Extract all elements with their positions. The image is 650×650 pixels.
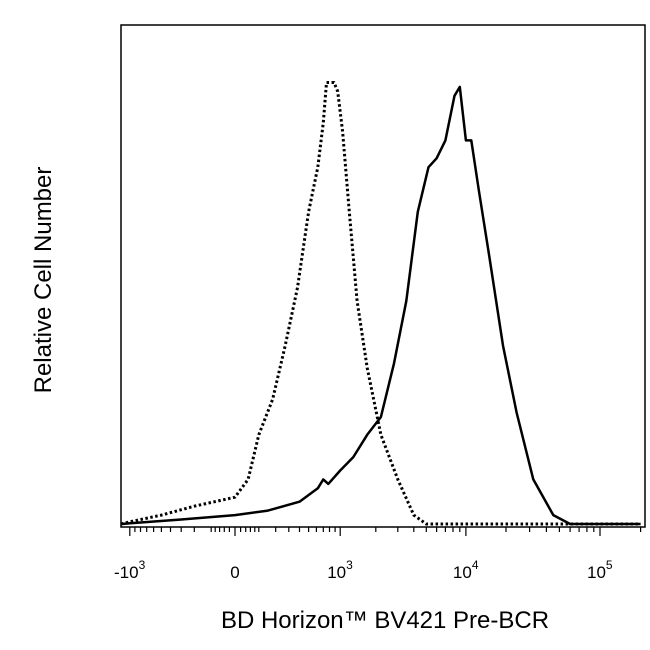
x-tick-label-base: 0 xyxy=(230,563,239,582)
x-tick-label: 105 xyxy=(587,558,613,582)
x-axis-label: BD Horizon™ BV421 Pre-BCR xyxy=(220,607,550,634)
x-tick-label-base: 10 xyxy=(327,563,346,582)
x-axis-label-wrap: BD Horizon™ BV421 Pre-BCR xyxy=(0,607,650,635)
x-tick-label: -103 xyxy=(114,558,146,582)
x-tick-label-exponent: 3 xyxy=(346,558,353,572)
y-axis-label: Relative Cell Number xyxy=(30,166,57,394)
x-tick-label: 104 xyxy=(453,558,479,582)
x-tick-label-exponent: 4 xyxy=(472,558,479,572)
x-tick-label-base: 10 xyxy=(453,563,472,582)
stained-histogram-line xyxy=(120,85,641,526)
x-tick-label-exponent: 5 xyxy=(606,558,613,572)
plot-frame xyxy=(120,24,646,528)
x-tick-label-exponent: 3 xyxy=(139,558,146,572)
control-histogram-line xyxy=(120,81,641,526)
x-tick-label-base: -10 xyxy=(114,563,139,582)
x-tick-label-base: 10 xyxy=(587,563,606,582)
x-tick-label: 103 xyxy=(327,558,353,582)
x-tick-label: 0 xyxy=(230,563,239,582)
